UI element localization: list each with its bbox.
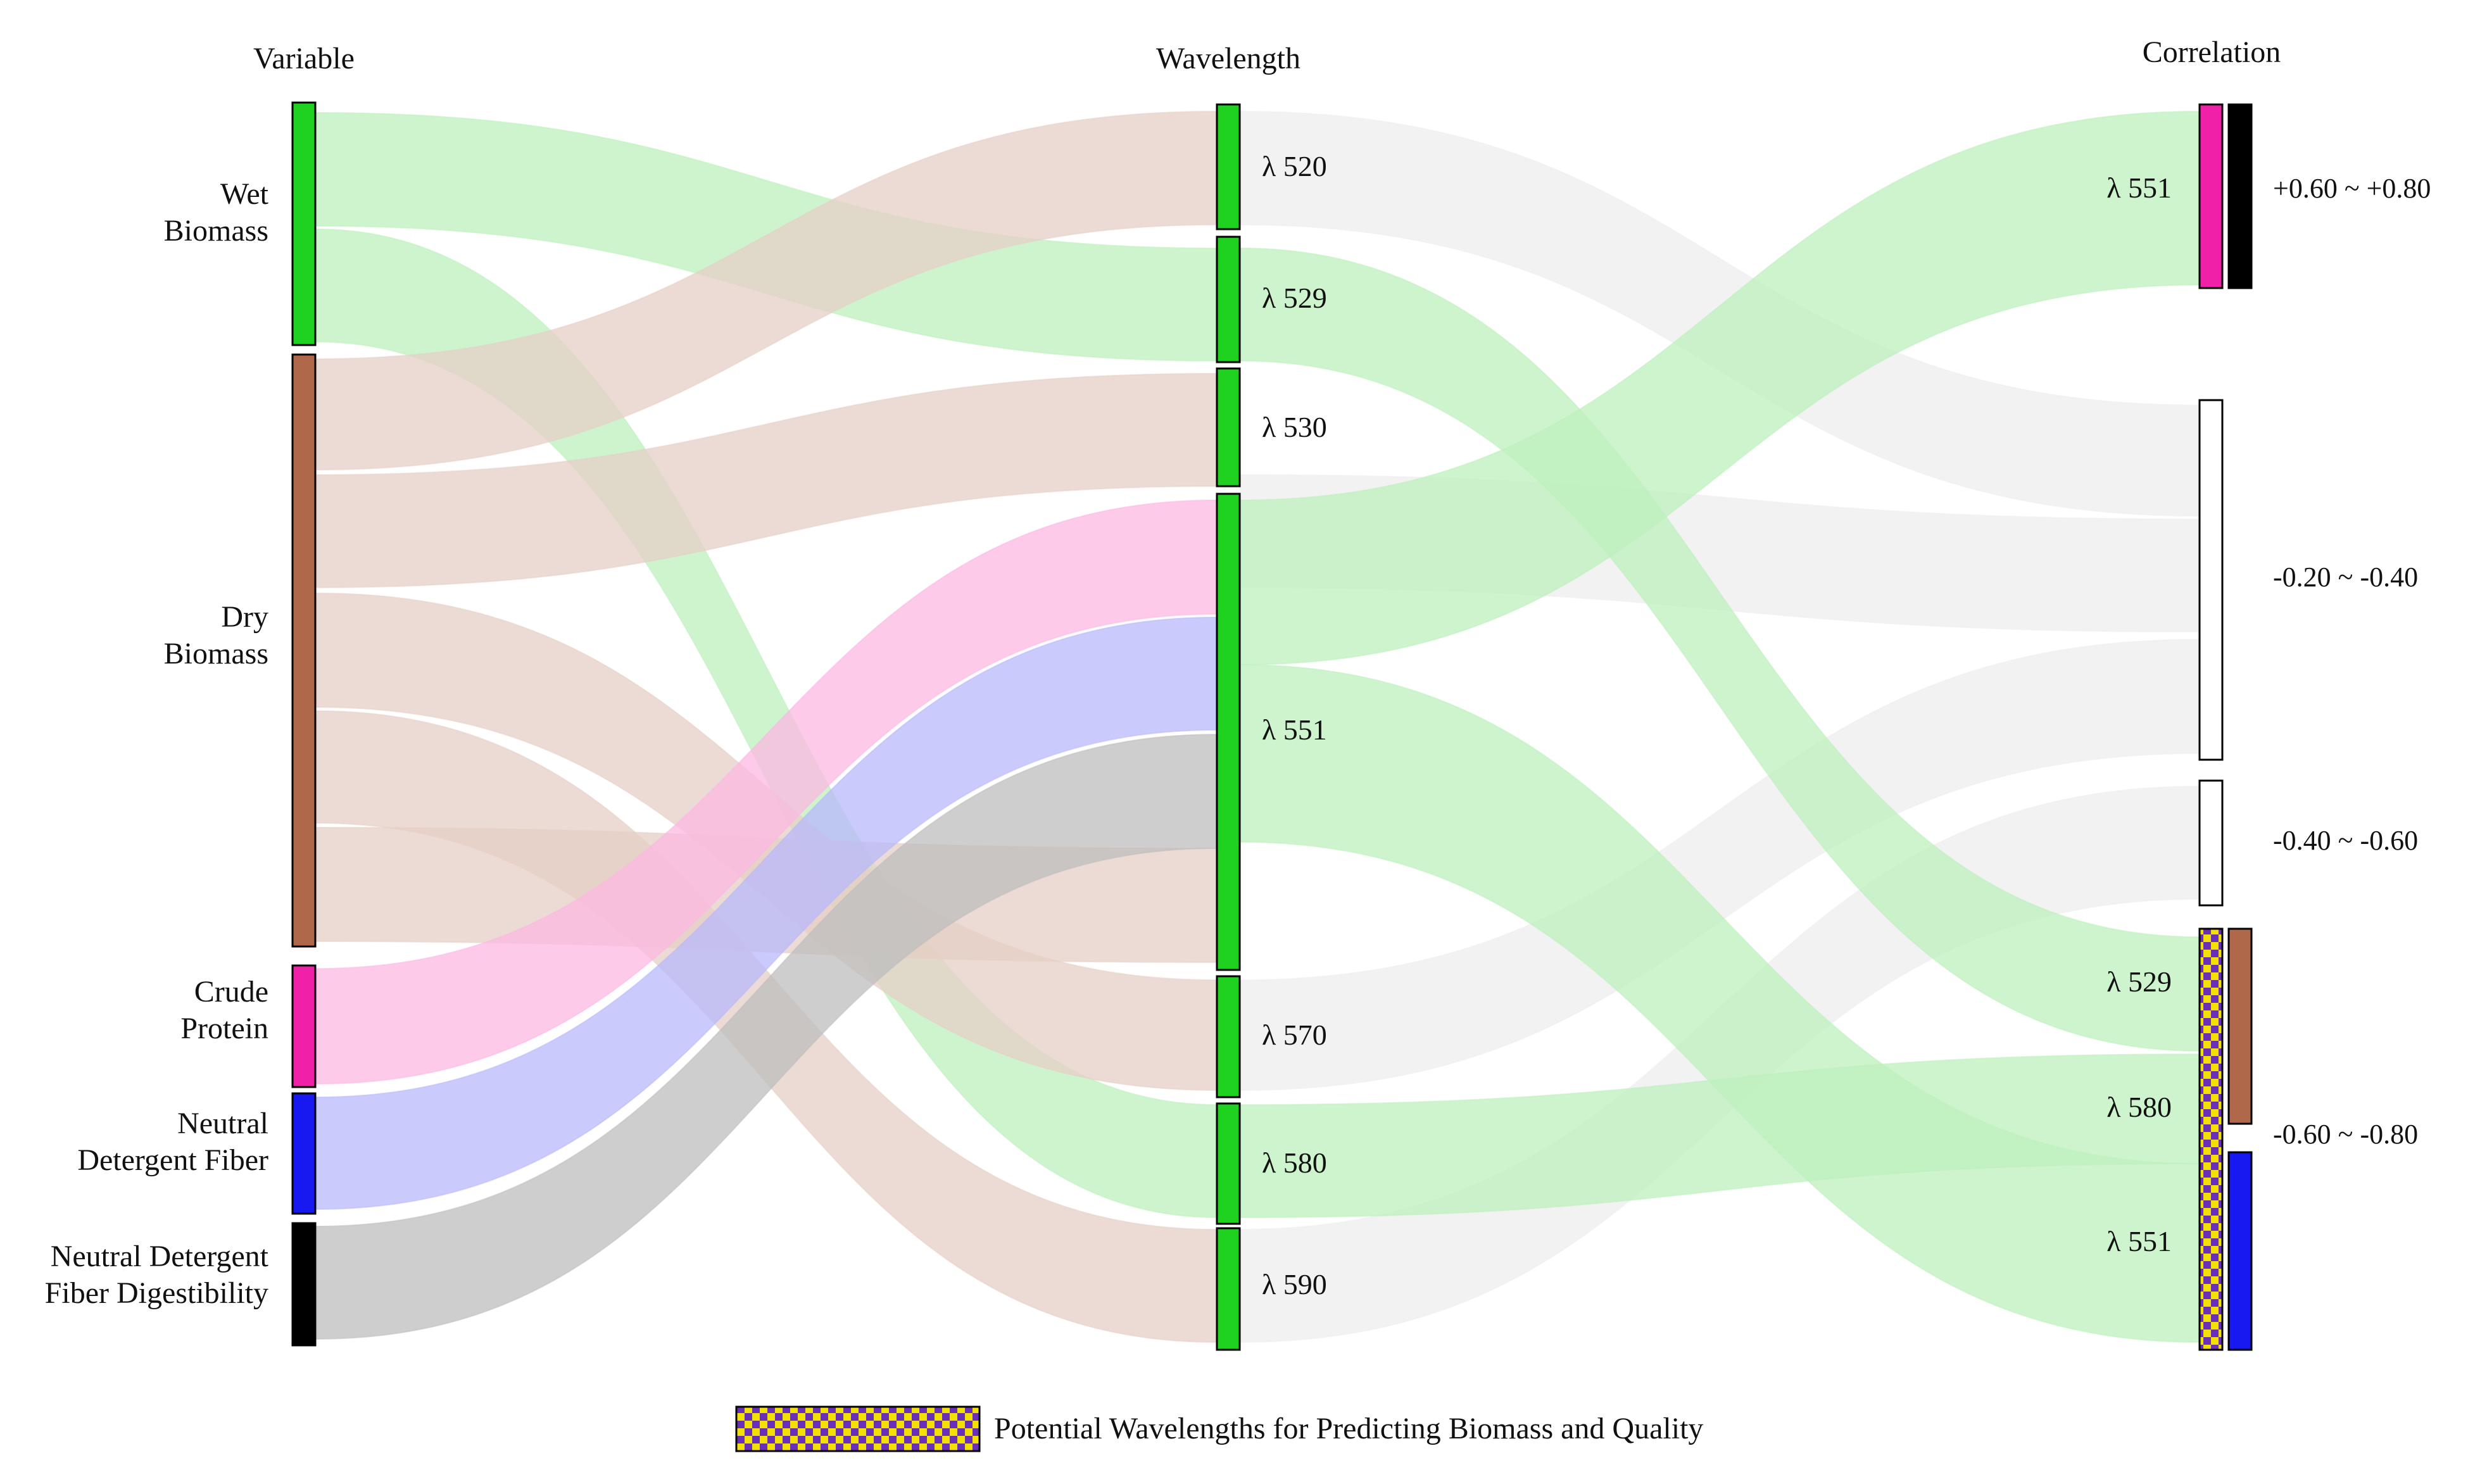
label-correlation-wavelength-c1: λ 551 [2106, 172, 2172, 204]
node-variable-dry [291, 353, 317, 948]
label-variable-line: Detergent Fiber [77, 1143, 268, 1177]
node-wavelength-w529 [1216, 236, 1241, 363]
node-variable-ndfd [291, 1222, 317, 1347]
header-variable: Variable [253, 42, 355, 75]
label-variable-line: Biomass [164, 637, 268, 670]
label-range-c2: -0.20 ~ -0.40 [2273, 562, 2418, 593]
label-correlation-wavelength-c4: λ 551 [2106, 1225, 2172, 1257]
label-wavelength-w551: λ 551 [1262, 714, 1327, 746]
label-variable-cp: Crude Protein [180, 975, 268, 1045]
label-wavelength-w520: λ 520 [1262, 150, 1327, 182]
label-variable-line: Dry [221, 600, 268, 634]
indicator-dry [2227, 928, 2253, 1125]
node-variable-ndf [291, 1092, 317, 1215]
label-wavelength-w530: λ 530 [1262, 411, 1327, 443]
node-wavelength-w570 [1216, 975, 1241, 1098]
node-wavelength-w530 [1216, 367, 1241, 487]
legend-label: Potential Wavelengths for Predicting Bio… [994, 1412, 1703, 1445]
legend-checker-swatch [735, 1405, 981, 1452]
label-variable-line: Biomass [164, 214, 268, 248]
node-wavelength-w590 [1216, 1227, 1241, 1351]
node-correlation-c1-bar [2198, 103, 2224, 289]
flow-links [316, 110, 2200, 1343]
label-range-c4: -0.60 ~ -0.80 [2273, 1119, 2418, 1150]
nodes [291, 101, 2253, 1351]
label-variable-ndfd: Neutral Detergent Fiber Digestibility [45, 1240, 269, 1310]
node-correlation-c2-bar [2198, 399, 2224, 761]
label-wavelength-w529: λ 529 [1262, 282, 1327, 314]
label-variable-wet: Wet Biomass [164, 177, 269, 248]
node-correlation-c3-bar [2198, 779, 2224, 907]
indicator-ndf [2227, 1151, 2253, 1351]
label-variable-dry: Dry Biomass [164, 600, 268, 670]
node-wavelength-w520 [1216, 103, 1241, 230]
label-wavelength-w570: λ 570 [1262, 1019, 1327, 1051]
label-variable-line: Crude [194, 975, 268, 1009]
label-correlation-wavelength-c4: λ 580 [2106, 1091, 2172, 1123]
label-range-c1: +0.60 ~ +0.80 [2273, 173, 2431, 204]
indicator-ndfd [2227, 103, 2253, 289]
node-wavelength-w551 [1216, 493, 1241, 971]
label-variable-line: Protein [180, 1012, 268, 1045]
label-variable-line: Neutral [177, 1107, 268, 1140]
label-wavelength-w580: λ 580 [1262, 1147, 1327, 1179]
node-wavelength-w580 [1216, 1102, 1241, 1225]
label-correlation-wavelength-c4: λ 529 [2106, 965, 2172, 998]
label-variable-ndf: Neutral Detergent Fiber [77, 1107, 268, 1177]
node-variable-wet [291, 101, 317, 346]
header-wavelength: Wavelength [1156, 42, 1300, 75]
label-wavelength-w590: λ 590 [1262, 1268, 1327, 1300]
label-variable-line: Neutral Detergent [51, 1240, 269, 1273]
legend: Potential Wavelengths for Predicting Bio… [735, 1405, 1703, 1452]
node-variable-cp [291, 964, 317, 1088]
header-correlation: Correlation [2143, 35, 2281, 69]
label-range-c3: -0.40 ~ -0.60 [2273, 825, 2418, 856]
label-variable-line: Fiber Digestibility [45, 1276, 268, 1310]
label-variable-line: Wet [220, 177, 269, 211]
node-correlation-c4-bar [2198, 928, 2224, 1351]
